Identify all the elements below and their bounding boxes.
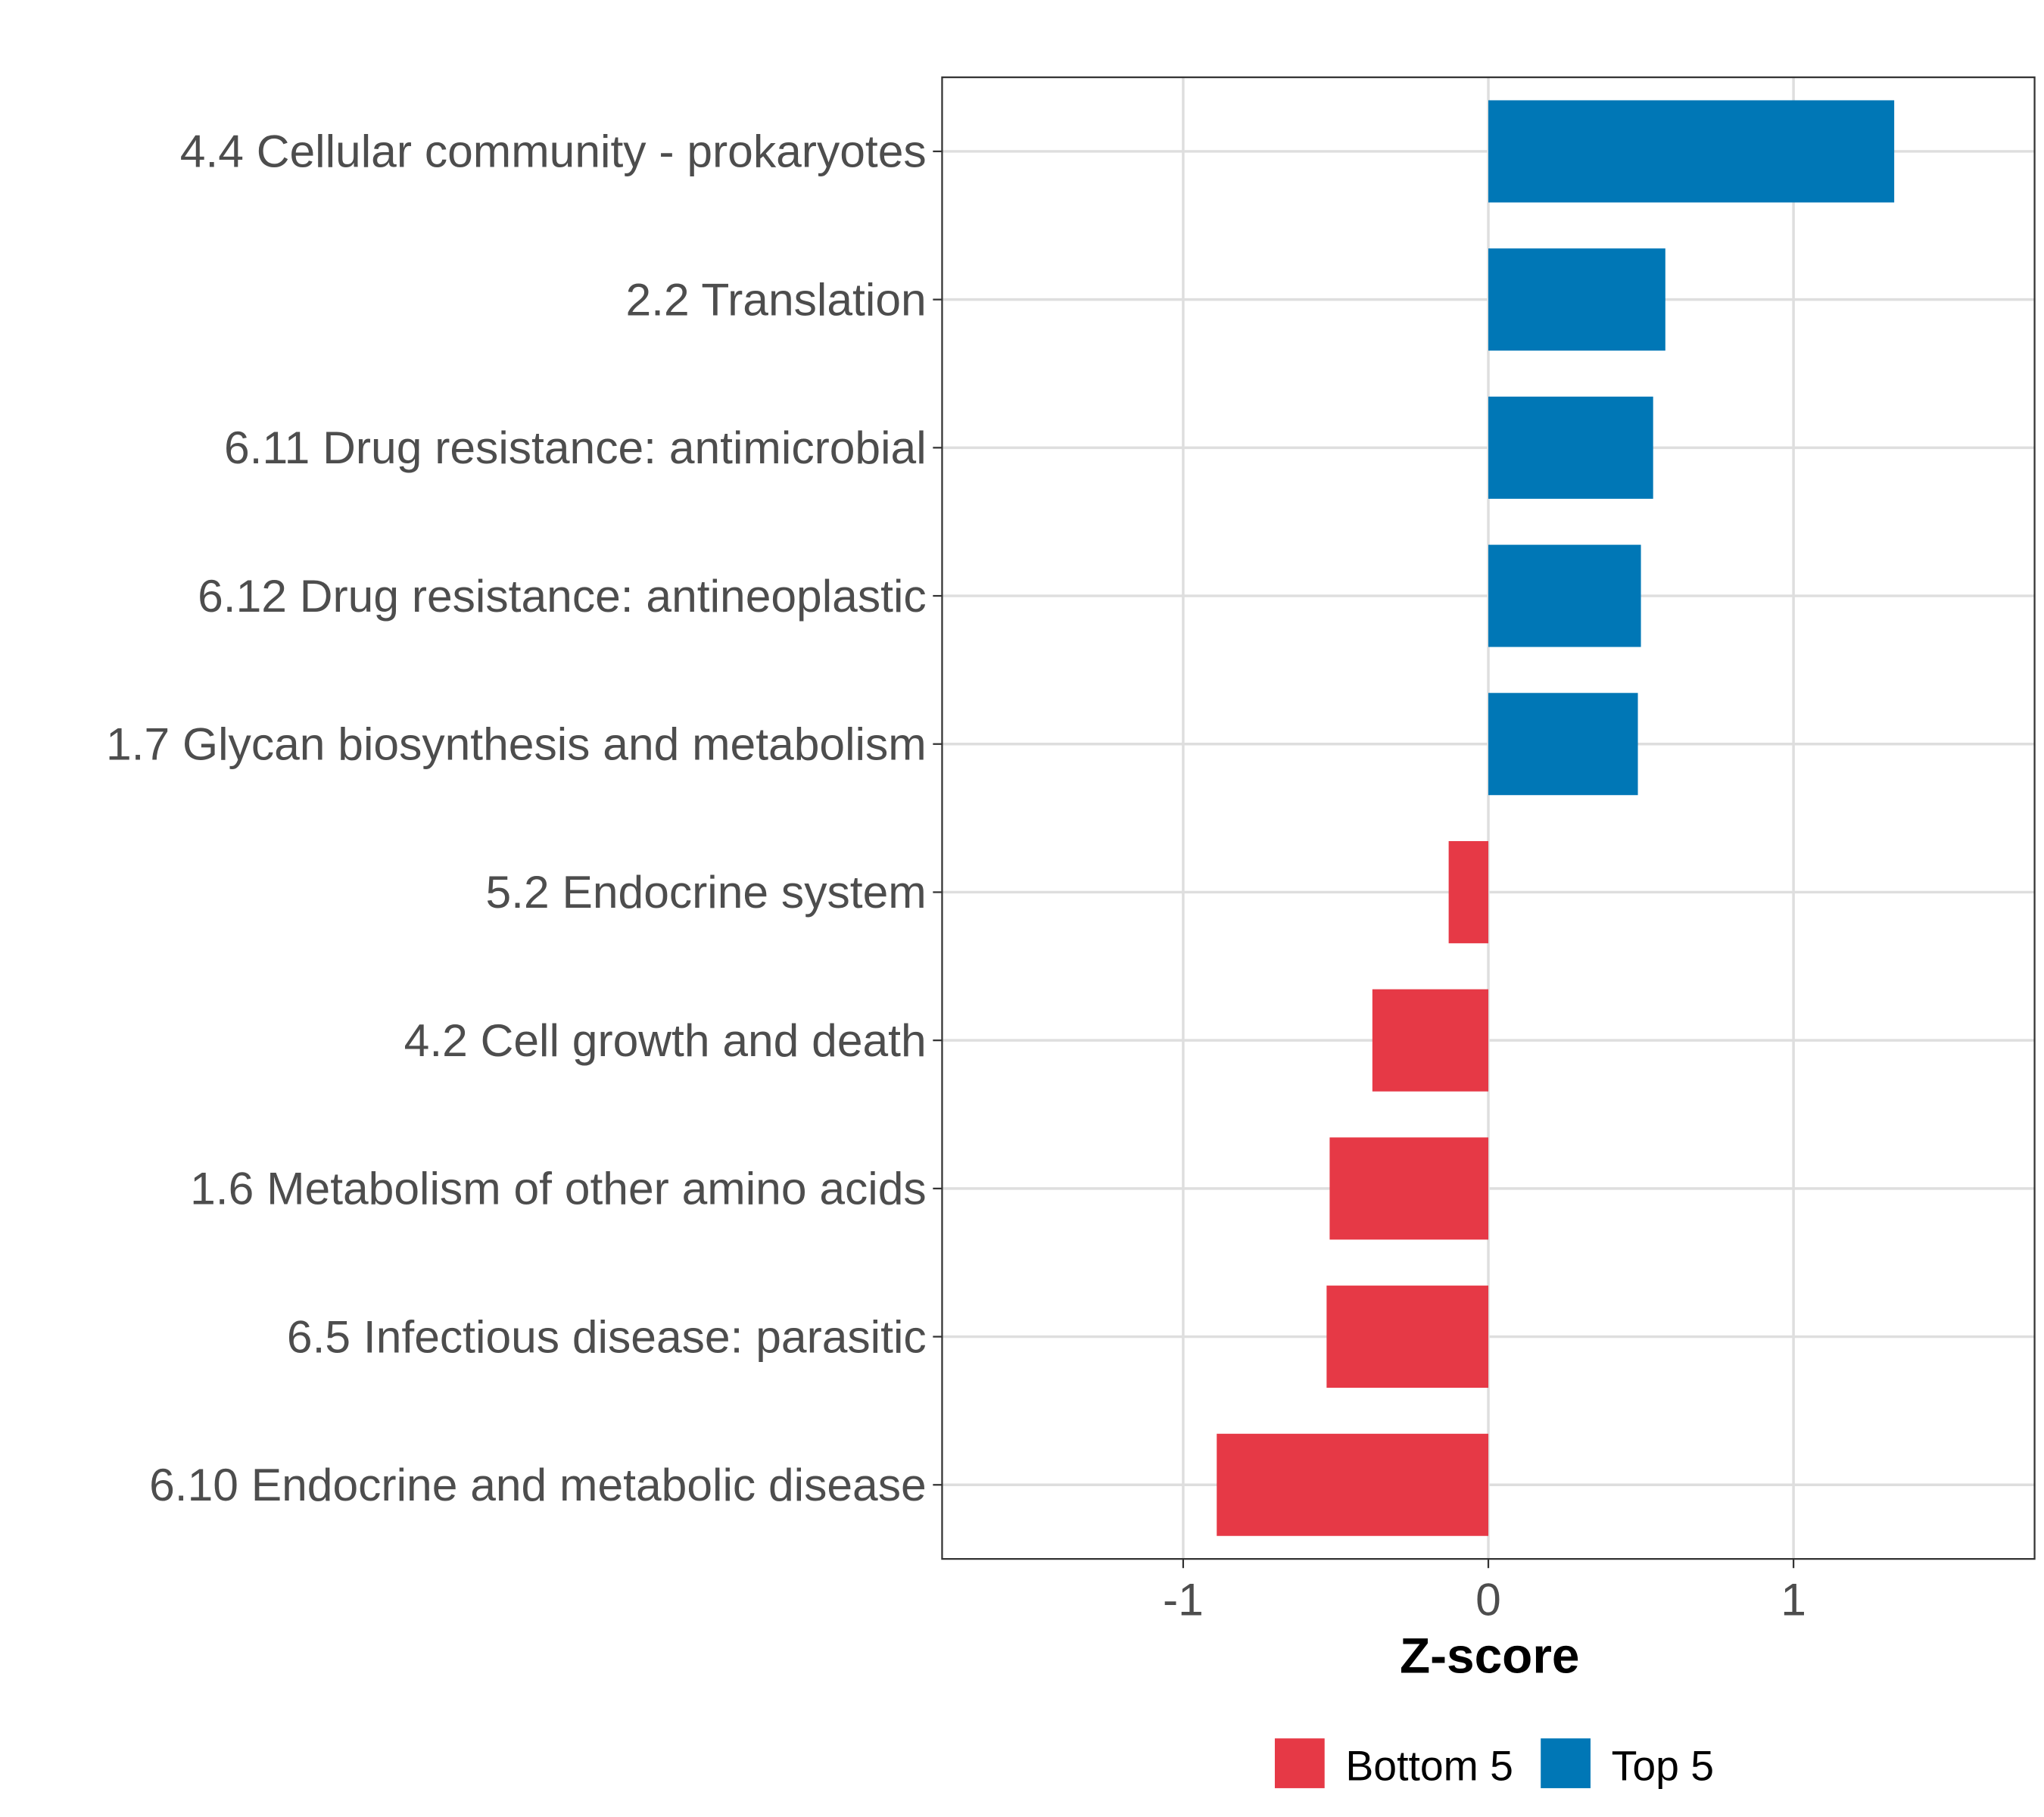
legend-swatch [1541,1738,1591,1788]
x-axis-title: Z-score [1400,1628,1580,1684]
legend-label: Bottom 5 [1345,1743,1513,1790]
legend: Bottom 5 Top 5 [1274,1738,1714,1790]
bar [1488,396,1653,499]
y-tick-label: 6.5 Infectious disease: parasitic [287,1311,927,1362]
bar [1488,693,1638,796]
x-tick-label: 1 [1781,1574,1806,1625]
bar [1488,100,1895,203]
bars [1217,100,1895,1536]
y-tick-label: 4.4 Cellular community - prokaryotes [180,126,927,177]
y-tick-label: 5.2 Endocrine system [485,866,926,918]
x-tick-label: -1 [1163,1574,1204,1625]
x-tick-label: 0 [1475,1574,1501,1625]
bar [1217,1433,1489,1536]
y-tick-label: 4.2 Cell growth and death [404,1014,927,1066]
y-axis-labels: 4.4 Cellular community - prokaryotes 2.2 … [106,126,943,1510]
legend-swatch [1274,1738,1325,1788]
y-tick-label: 6.10 Endocrine and metabolic disease [149,1459,927,1510]
y-tick-label: 6.11 Drug resistance: antimicrobial [224,422,927,473]
y-tick-label: 1.6 Metabolism of other amino acids [190,1163,927,1214]
bar [1488,544,1641,647]
bar [1326,1286,1489,1388]
y-tick-label: 1.7 Glycan biosynthesis and metabolism [106,718,927,770]
legend-label: Top 5 [1612,1743,1714,1790]
bar [1448,840,1489,943]
y-tick-label: 2.2 Translation [626,273,927,325]
bar [1329,1137,1489,1240]
y-tick-label: 6.12 Drug resistance: antineoplastic [198,570,927,622]
bar [1488,248,1665,351]
x-axis-ticks: -1 0 1 [1163,1559,1806,1625]
bar [1372,989,1489,1092]
